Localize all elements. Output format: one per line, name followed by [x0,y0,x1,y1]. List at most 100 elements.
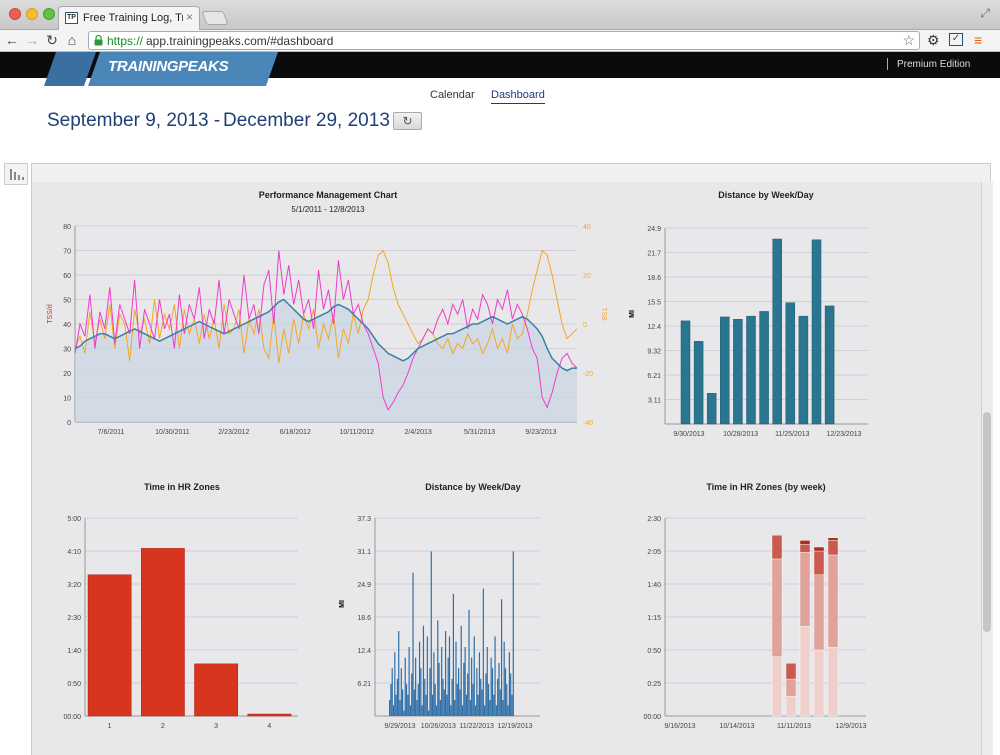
nav-calendar[interactable]: Calendar [430,89,475,101]
home-icon[interactable]: ⌂ [67,32,77,48]
distance-by-day-chart[interactable]: 6.21 12.4 18.6 24.9 31.1 37.3 MI 9/29/2013 10/26… [330,510,560,732]
distance-day-bar [461,705,464,716]
distance-day-x-tick: 9/29/2013 [384,723,415,730]
distance-day-bar [454,700,456,716]
settings-gear-icon[interactable]: ⚙ [927,32,940,48]
time-in-hr-zones-by-week-chart[interactable]: 00:00 0:25 0:50 1:15 1:40 2:05 2:30 9/16/2013 10… [620,510,890,732]
hr-week-zone-segment [827,647,839,717]
tab-close-icon[interactable]: × [185,10,193,24]
distance-week-bar [798,315,809,425]
refresh-button[interactable]: ↻ [393,112,422,130]
hr-week-zone-segment [799,626,811,717]
new-tab-button[interactable] [201,11,229,25]
distance-day-bar [474,705,477,716]
reload-icon[interactable]: ↻ [46,32,58,48]
distance-day-bar [484,705,486,716]
date-range-end[interactable]: December 29, 2013 [223,110,390,131]
scrollbar-thumb[interactable] [983,412,991,632]
back-arrow-icon[interactable]: ← [5,32,19,48]
distance-tick: 6.21 [647,373,661,380]
pmc-title: Performance Management Chart [258,190,398,200]
pmc-x-tick: 10/11/2012 [339,429,374,436]
distance-day-bar [399,700,401,716]
distance-day-x-tick: 11/22/2013 [459,723,494,730]
tsb-tick: -40 [583,420,593,427]
minimize-window-button[interactable] [26,8,38,20]
distance-week-bar [746,315,756,425]
tss-tick: 20 [63,371,71,378]
distance-day-bar [408,646,410,716]
menu-icon[interactable]: ≡ [974,32,983,48]
distance-day-bar [458,668,460,716]
distance-day-bar [464,646,466,716]
hr-zone-bar [141,548,185,717]
extension-check-icon[interactable]: ✓ [949,33,963,46]
chart-library-button[interactable] [4,163,28,185]
hr-zones-week-title: Time in HR Zones (by week) [706,482,826,492]
distance-tick: 12.4 [647,324,661,331]
zoom-window-button[interactable] [43,8,55,20]
distance-day-bar [389,700,391,716]
pmc-x-tick: 6/18/2012 [280,429,311,436]
distance-day-bar [452,593,455,716]
hr-zone-bar [194,663,238,717]
distance-day-bar [500,599,503,716]
hr-week-zone-segment [785,662,797,680]
tss-tick: 40 [63,322,71,329]
distance-day-bar [498,662,500,716]
distance-day-bar [490,657,492,716]
nav-dashboard[interactable]: Dashboard [491,89,545,104]
hr-week-zone-segment [827,537,839,541]
hr-zone-bar [247,713,292,717]
logo[interactable]: TRAININGPEAKS [108,58,229,75]
hr-zone-label: 3 [214,723,218,730]
hr-week-zone-segment [799,552,811,627]
distance-tick: 9.32 [647,349,661,356]
hr-zone-bar [87,574,132,717]
mi-axis-label: MI [629,310,636,318]
distance-day-tick: 12.4 [357,648,371,655]
distance-day-bar [421,705,423,716]
distance-day-bar [438,662,440,716]
browser-tab[interactable]: TP Free Training Log, Training × [58,6,200,30]
close-window-button[interactable] [9,8,21,20]
distance-week-bar [693,341,704,425]
atl-line [74,250,578,411]
distance-day-bar [398,631,400,716]
distance-day-bar [416,700,418,716]
forward-arrow-icon[interactable]: → [25,32,39,48]
tss-axis-label: TSS/d [47,304,54,324]
hr-time-tick: 3:20 [67,582,81,589]
distance-day-bar [422,625,425,716]
tsb-tick: -20 [583,371,593,378]
tsb-tick: 0 [583,322,587,329]
time-in-hr-zones-chart[interactable]: 00:00 0:50 1:40 2:30 3:20 4:10 5:00 1 2 3 4 [40,510,310,732]
tsb-tick: 40 [583,224,591,231]
distance-day-bar [511,694,513,716]
date-range-start[interactable]: September 9, 2013 - [47,110,221,131]
distance-day-bar [472,684,474,716]
pmc-x-tick: 5/31/2013 [464,429,495,436]
distance-week-bar [720,316,730,425]
distance-day-bar [403,710,405,716]
bookmark-star-icon[interactable]: ☆ [902,32,915,48]
hr-zone-label: 2 [161,723,165,730]
fullscreen-icon[interactable]: ⤢ [980,6,990,20]
distance-day-title: Distance by Week/Day [425,482,521,492]
distance-day-bar [506,684,508,716]
hr-time-tick: 0:50 [67,681,81,688]
distance-day-bar [512,551,514,716]
distance-day-bar [434,684,436,716]
distance-day-bar [459,689,461,716]
hr-time-tick: 1:40 [67,648,81,655]
distance-day-bar [392,705,395,716]
distance-week-bar [733,319,743,425]
url-text: app.trainingpeaks.com/#dashboard [146,34,334,48]
address-bar[interactable]: https:// app.trainingpeaks.com/#dashboar… [88,31,920,50]
hr-time-tick: 4:10 [67,549,81,556]
performance-management-chart[interactable]: 0 10 20 30 40 50 60 70 80 -40 -20 0 20 40 TSS/d TSB 7/6/… [40,218,610,443]
distance-day-bar [409,705,412,716]
distance-day-bar [478,652,481,716]
distance-day-bar [442,678,444,716]
distance-by-week-chart[interactable]: 3.11 6.21 9.32 12.4 15.5 18.6 21.7 24.9 MI 9/30/2… [620,218,890,443]
